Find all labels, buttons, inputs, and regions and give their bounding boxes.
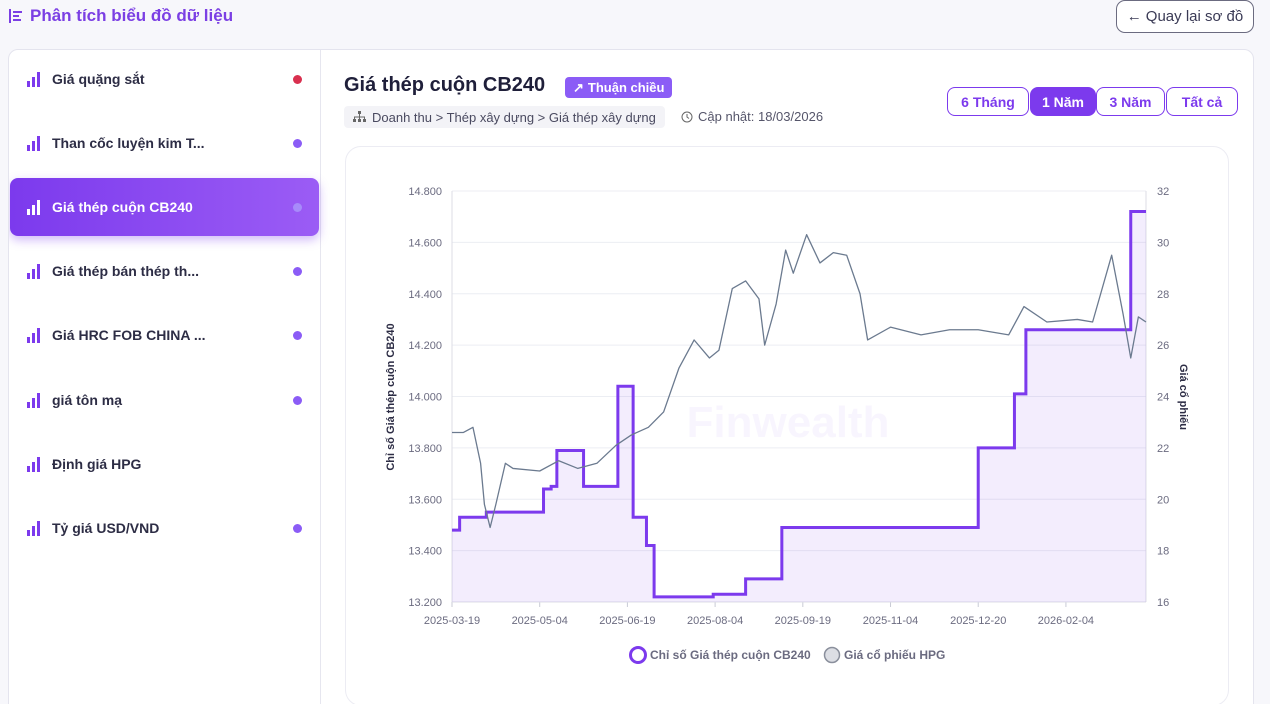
- legend-swatch-hpg: [823, 646, 841, 664]
- bar-chart-icon: [27, 328, 40, 343]
- sidebar-item-label: Giá HRC FOB CHINA ...: [52, 327, 206, 343]
- y-left-tick-label: 14.600: [408, 237, 442, 249]
- range-button[interactable]: Tất cả: [1166, 87, 1238, 116]
- range-button[interactable]: 6 Tháng: [947, 87, 1029, 116]
- chart-content: Giá thép cuộn CB240 ↗ Thuận chiều Doanh …: [321, 50, 1253, 704]
- status-dot: [293, 139, 302, 148]
- y-right-axis-title: Giá cổ phiếu: [1177, 364, 1189, 430]
- y-right-tick-label: 18: [1157, 546, 1169, 558]
- y-left-tick-label: 13.200: [408, 597, 442, 609]
- x-tick-label: 2025-09-19: [775, 615, 831, 627]
- bar-chart-icon: [27, 136, 40, 151]
- trend-up-icon: ↗: [573, 79, 584, 95]
- x-tick-label: 2025-11-04: [863, 615, 918, 627]
- range-button[interactable]: 1 Năm: [1030, 87, 1096, 116]
- y-left-tick-label: 14.800: [408, 186, 442, 198]
- app-title-text: Phân tích biểu đồ dữ liệu: [30, 6, 234, 25]
- sidebar-item[interactable]: Than cốc luyện kim T...: [10, 114, 319, 172]
- y-left-tick-label: 13.800: [408, 443, 442, 455]
- sidebar-item[interactable]: Giá HRC FOB CHINA ...: [10, 306, 319, 364]
- sidebar-item[interactable]: Tỷ giá USD/VND: [10, 499, 319, 557]
- y-right-tick-label: 28: [1157, 289, 1169, 301]
- sidebar-item-label: Định giá HPG: [52, 456, 142, 472]
- status-dot: [293, 331, 302, 340]
- status-dot: [293, 524, 302, 533]
- list-chart-icon: [9, 9, 22, 23]
- status-dot: [293, 396, 302, 405]
- back-button-label: Quay lại sơ đồ: [1145, 8, 1244, 25]
- bar-chart-icon: [27, 521, 40, 536]
- bar-chart-icon: [27, 457, 40, 472]
- sidebar-item-label: Tỷ giá USD/VND: [52, 520, 160, 536]
- bar-chart-icon: [27, 393, 40, 408]
- trend-badge: ↗ Thuận chiều: [565, 77, 673, 98]
- x-tick-label: 2025-08-04: [687, 615, 743, 627]
- sidebar: Giá quặng sắt Than cốc luyện kim T... Giá …: [9, 50, 321, 704]
- watermark: Finwealth: [687, 398, 890, 447]
- back-to-diagram-button[interactable]: ← Quay lại sơ đồ: [1116, 0, 1254, 33]
- status-dot: [293, 203, 302, 212]
- y-right-tick-label: 20: [1157, 494, 1169, 506]
- y-left-tick-label: 14.000: [408, 392, 442, 404]
- y-left-tick-label: 14.200: [408, 340, 442, 352]
- sidebar-item[interactable]: Giá quặng sắt: [10, 50, 319, 108]
- bar-chart-icon: [27, 72, 40, 87]
- x-tick-label: 2026-02-04: [1038, 615, 1094, 627]
- breadcrumb: Doanh thu > Thép xây dựng > Giá thép xây…: [344, 106, 665, 128]
- sidebar-item-label: giá tôn mạ: [52, 392, 123, 408]
- series-line-hpg: [452, 234, 1147, 529]
- y-right-tick-label: 30: [1157, 237, 1169, 249]
- sidebar-item-label: Giá quặng sắt: [52, 71, 145, 87]
- y-right-tick-label: 24: [1157, 392, 1169, 404]
- sidebar-item[interactable]: Giá thép cuộn CB240: [10, 178, 319, 236]
- legend-label-cb240: Chỉ số Giá thép cuộn CB240: [650, 648, 811, 662]
- hierarchy-icon: [353, 111, 366, 122]
- x-tick-label: 2025-03-19: [424, 615, 480, 627]
- sidebar-item[interactable]: giá tôn mạ: [10, 371, 319, 429]
- main-panel: Giá quặng sắt Than cốc luyện kim T... Giá …: [8, 49, 1254, 704]
- series-area-cb240: [452, 211, 1146, 603]
- app-title: Phân tích biểu đồ dữ liệu: [8, 6, 233, 26]
- sidebar-item-label: Than cốc luyện kim T...: [52, 135, 205, 151]
- legend-swatch-cb240: [629, 646, 647, 664]
- status-dot: [293, 267, 302, 276]
- breadcrumb-text: Doanh thu > Thép xây dựng > Giá thép xây…: [372, 109, 656, 125]
- y-left-tick-label: 13.600: [408, 494, 442, 506]
- sidebar-item-label: Giá thép bán thép th...: [52, 263, 199, 279]
- x-tick-label: 2025-05-04: [512, 615, 568, 627]
- page-title: Giá thép cuộn CB240: [344, 74, 546, 96]
- sidebar-item[interactable]: Định giá HPG: [10, 435, 319, 493]
- y-right-tick-label: 22: [1157, 443, 1169, 455]
- legend-label-hpg: Giá cổ phiếu HPG: [844, 648, 945, 662]
- sidebar-item[interactable]: Giá thép bán thép th...: [10, 242, 319, 300]
- sidebar-item-label: Giá thép cuộn CB240: [52, 199, 193, 215]
- chart-card: 13.200 13.400 13.600 13.800 14.000 14.200 14.4…: [345, 146, 1229, 704]
- x-tick-label: 2025-06-19: [599, 615, 655, 627]
- y-right-tick-label: 26: [1157, 340, 1169, 352]
- y-left-axis-title: Chỉ số Giá thép cuộn CB240: [385, 323, 397, 470]
- trend-badge-label: Thuận chiều: [587, 80, 665, 95]
- bar-chart-icon: [27, 264, 40, 279]
- updated-text: Cập nhật: 18/03/2026: [698, 109, 824, 124]
- chart-svg: 13.200 13.400 13.600 13.800 14.000 14.200 14.4…: [385, 186, 1189, 664]
- y-right-tick-label: 16: [1157, 597, 1169, 609]
- status-dot: [293, 75, 302, 84]
- y-left-tick-label: 14.400: [408, 289, 442, 301]
- top-bar: Phân tích biểu đồ dữ liệu ← Quay lại sơ …: [0, 0, 1270, 40]
- series-line-cb240: [452, 210, 1146, 599]
- x-tick-label: 2025-12-20: [950, 615, 1006, 627]
- y-left-tick-label: 13.400: [408, 546, 442, 558]
- arrow-left-icon: ←: [1126, 8, 1142, 25]
- bar-chart-icon: [27, 200, 40, 215]
- updated-timestamp: Cập nhật: 18/03/2026: [681, 109, 823, 124]
- range-button[interactable]: 3 Năm: [1096, 87, 1165, 116]
- clock-icon: [681, 111, 693, 122]
- y-right-tick-label: 32: [1157, 186, 1169, 198]
